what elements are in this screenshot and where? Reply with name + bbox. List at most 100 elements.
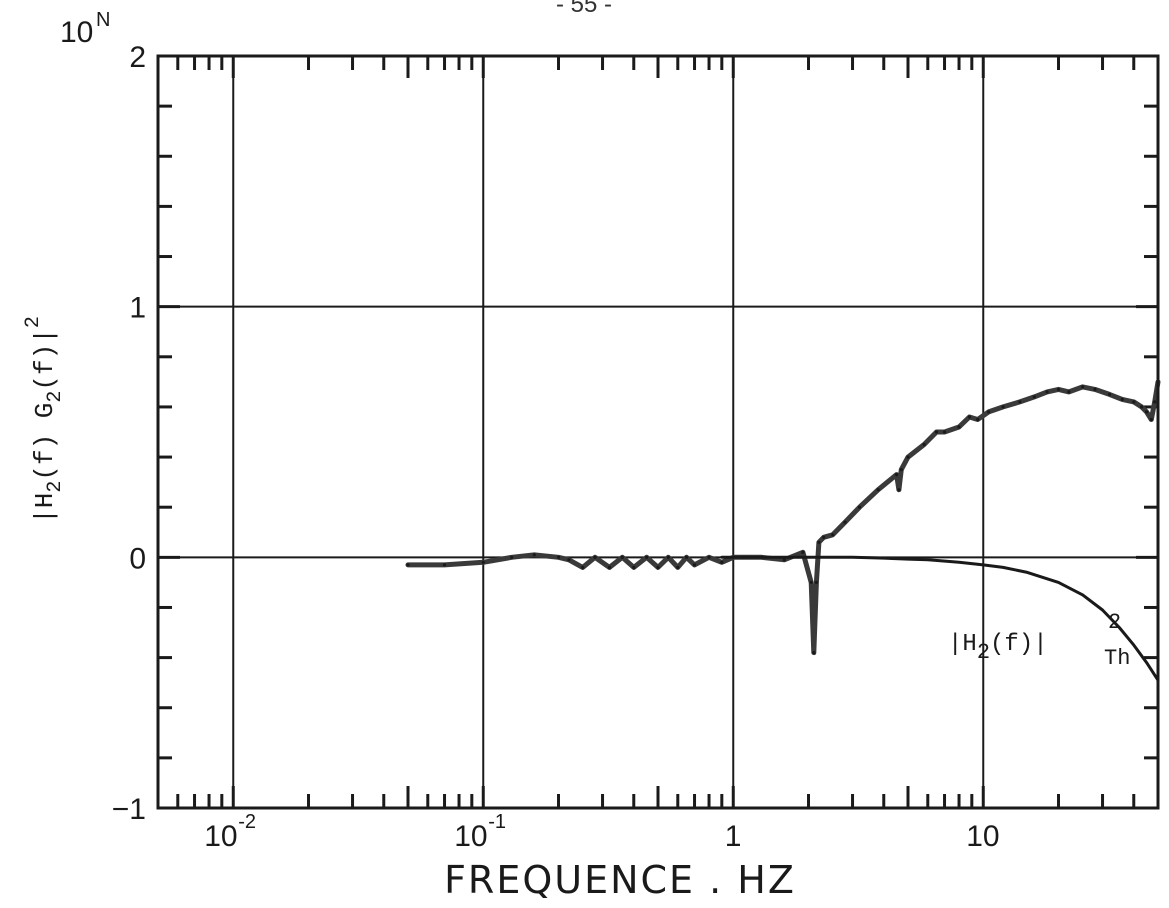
point-theoretical-6 (926, 558, 929, 561)
point-measured-45 (1001, 405, 1005, 409)
point-theoretical-3 (851, 556, 854, 559)
point-theoretical-15 (1132, 643, 1136, 647)
y-tick-label-1: 0 (129, 542, 146, 575)
y-unit-exponent: N (96, 9, 110, 31)
point-measured-1 (442, 563, 447, 567)
point-measured-6 (567, 558, 571, 562)
theoretical-curve-label: |H2(f)| 2 Th (948, 610, 1130, 671)
y-label-sub1: 2 (44, 481, 67, 493)
point-measured-40 (942, 430, 947, 434)
y-label-pre: |H (30, 493, 60, 524)
point-measured-17 (692, 563, 697, 567)
point-measured-41 (957, 425, 961, 429)
point-measured-8 (593, 555, 597, 559)
series-layer (405, 379, 1161, 682)
point-measured-5 (556, 555, 561, 559)
point-measured-36 (899, 468, 903, 472)
point-theoretical-8 (982, 563, 985, 567)
point-measured-28 (817, 540, 821, 544)
y-label-post: (f)| (30, 328, 60, 390)
point-measured-33 (876, 488, 880, 492)
point-measured-3 (510, 555, 514, 559)
page-number: - 55 - (556, 0, 612, 18)
svg-text:|H2(f) G2(f)|2: |H2(f) G2(f)|2 (22, 316, 67, 524)
point-measured-23 (782, 558, 786, 562)
point-theoretical-4 (882, 556, 885, 560)
svg-text:|H2(f)|: |H2(f)| (948, 631, 1048, 665)
point-measured-46 (1018, 400, 1022, 404)
point-measured-32 (857, 505, 862, 509)
th-label-mid: (f)| (990, 631, 1048, 658)
y-label-sup: 2 (22, 316, 45, 328)
point-measured-10 (620, 555, 624, 559)
point-measured-30 (831, 533, 835, 537)
x-tick-label-0: 10 (204, 820, 237, 853)
point-measured-7 (581, 565, 585, 570)
th-label-pre: |H (948, 631, 977, 658)
point-measured-11 (632, 565, 636, 570)
point-measured-27 (814, 580, 819, 585)
point-measured-13 (656, 565, 660, 570)
y-label-sub2: 2 (44, 391, 67, 403)
point-measured-42 (967, 415, 972, 419)
point-measured-15 (676, 565, 680, 570)
point-measured-52 (1093, 387, 1097, 391)
x-tick-label-3: 10 (966, 820, 999, 853)
point-measured-25 (809, 580, 813, 585)
point-measured-31 (843, 520, 847, 524)
grid (158, 55, 1158, 809)
y-tick-label-3: 2 (129, 41, 146, 74)
point-measured-58 (1149, 417, 1153, 422)
point-measured-19 (720, 560, 724, 564)
point-measured-0 (406, 563, 410, 567)
point-measured-54 (1120, 397, 1124, 401)
point-theoretical-12 (1081, 593, 1084, 597)
point-theoretical-7 (957, 561, 961, 564)
point-theoretical-5 (906, 557, 910, 561)
point-measured-53 (1107, 392, 1112, 396)
point-measured-2 (481, 560, 485, 564)
point-theoretical-10 (1026, 571, 1029, 574)
point-measured-34 (895, 473, 899, 477)
x-tick-exponent-1: -1 (488, 811, 506, 833)
point-measured-57 (1145, 410, 1149, 414)
point-measured-29 (822, 535, 826, 539)
th-label-sub: 2 (977, 640, 990, 665)
point-measured-35 (897, 488, 901, 492)
point-theoretical-16 (1145, 661, 1148, 664)
point-theoretical-11 (1057, 581, 1060, 584)
point-measured-50 (1067, 390, 1071, 394)
point-measured-4 (532, 553, 536, 557)
point-theoretical-0 (720, 556, 723, 559)
point-measured-37 (906, 455, 910, 459)
point-measured-55 (1132, 400, 1136, 404)
point-measured-38 (922, 442, 926, 447)
y-label-mid: (f) G (30, 403, 60, 481)
x-axis-label: FREQUENCE . HZ (444, 858, 796, 902)
point-measured-48 (1045, 390, 1049, 394)
x-tick-exponent-0: -2 (238, 811, 256, 833)
point-measured-56 (1140, 405, 1144, 409)
x-tick-label-2: 1 (725, 820, 742, 853)
point-measured-47 (1032, 395, 1036, 399)
y-unit-label: 10 N (60, 9, 110, 49)
y-tick-labels: −1 0 1 2 (112, 41, 146, 826)
point-measured-12 (645, 555, 649, 559)
point-measured-16 (684, 555, 689, 559)
point-measured-43 (976, 417, 980, 422)
series-line-measured (405, 379, 1161, 656)
point-measured-14 (666, 555, 670, 559)
x-tick-labels: 10 -2 10 -1 1 10 (204, 811, 999, 853)
point-measured-18 (707, 555, 711, 559)
y-tick-label-2: 1 (129, 292, 146, 325)
y-axis-label: |H2(f) G2(f)|2 (22, 316, 67, 524)
y-tick-label-0: −1 (112, 793, 146, 826)
series-line-theoretical (720, 555, 1160, 682)
tick-marks (156, 54, 1160, 810)
point-theoretical-1 (776, 556, 779, 559)
th-label-sub2: Th (1104, 646, 1130, 671)
point-measured-39 (934, 430, 939, 434)
point-measured-26 (812, 651, 816, 655)
point-measured-51 (1081, 385, 1085, 389)
